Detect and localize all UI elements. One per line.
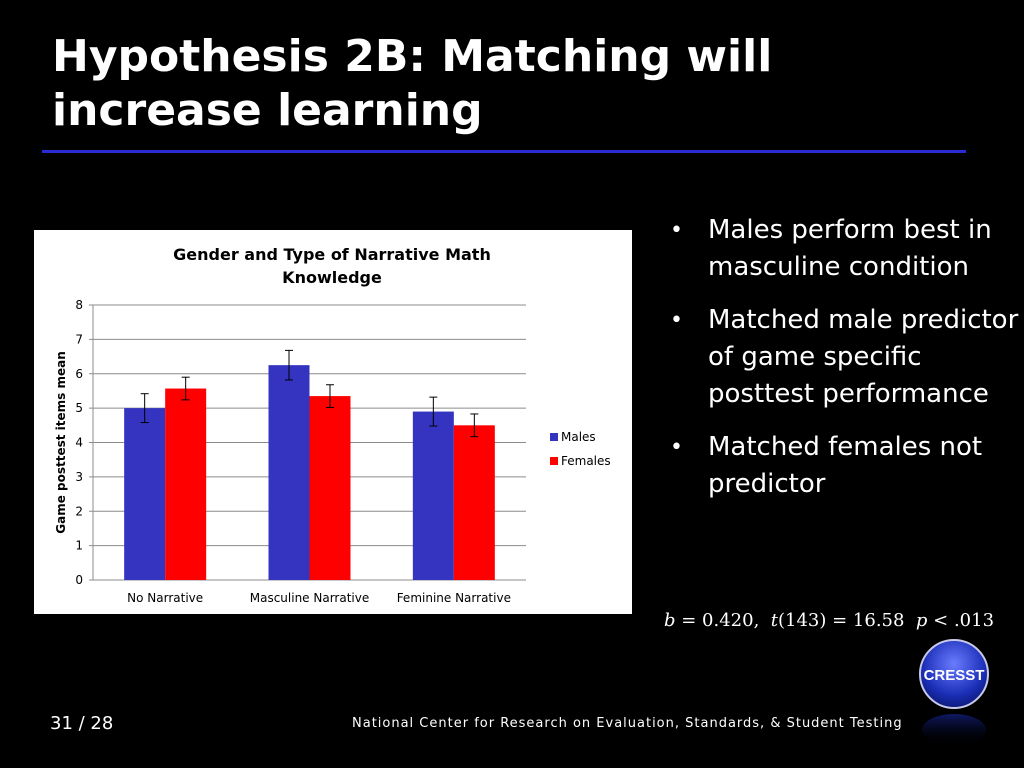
x-tick-label: No Narrative <box>127 591 203 605</box>
bullet-item-2: • Matched male predictor of game specific… <box>668 302 1024 413</box>
bullet-list: • Males perform best in masculine conditi… <box>668 212 1024 519</box>
x-tick-label: Masculine Narrative <box>250 591 370 605</box>
bar-males-1 <box>124 408 166 580</box>
bar-females-3 <box>453 425 495 580</box>
legend-label-males: Males <box>561 430 596 444</box>
y-tick-label: 2 <box>75 504 83 518</box>
y-tick-label: 3 <box>75 470 83 484</box>
page-number: 31 / 28 <box>50 713 114 734</box>
chart-panel: Gender and Type of Narrative Math Knowled… <box>34 230 632 614</box>
stat-p-label: p <box>915 610 928 631</box>
bar-chart: Gender and Type of Narrative Math Knowled… <box>54 245 611 605</box>
y-tick-label: 0 <box>75 573 83 587</box>
bullet-text: Matched females not predictor <box>708 432 983 499</box>
footer-text: National Center for Research on Evaluati… <box>352 716 903 731</box>
bullet-icon: • <box>670 435 683 460</box>
legend-label-females: Females <box>561 454 611 468</box>
y-tick-label: 4 <box>75 436 83 450</box>
bullet-icon: • <box>670 218 683 243</box>
bar-males-2 <box>268 365 310 580</box>
stat-b-label: b <box>664 610 676 631</box>
y-tick-label: 6 <box>75 367 83 381</box>
y-tick-label: 8 <box>75 298 83 312</box>
bar-females-2 <box>309 396 351 580</box>
bar-males-3 <box>412 411 454 580</box>
stat-p-value: < .013 <box>927 610 995 631</box>
stat-t-value: (143) = 16.58 <box>778 610 916 631</box>
stat-t-label: t <box>770 610 778 631</box>
y-tick-label: 7 <box>75 332 83 346</box>
bullet-item-3: • Matched females not predictor <box>668 429 1024 503</box>
y-tick-label: 5 <box>75 401 83 415</box>
chart-title-line-1: Gender and Type of Narrative Math <box>173 245 491 264</box>
statistics-line: b = 0.420, t(143) = 16.58 p < .013 <box>664 610 1014 631</box>
bar-females-1 <box>165 388 207 580</box>
bullet-item-1: • Males perform best in masculine conditi… <box>668 212 1024 286</box>
stat-b-value: = 0.420, <box>675 610 771 631</box>
bullet-icon: • <box>670 308 683 333</box>
cresst-logo: CRESST <box>919 639 989 746</box>
y-axis-label: Game posttest items mean <box>54 351 68 534</box>
title-underline <box>42 150 966 153</box>
legend-swatch-males <box>550 433 558 441</box>
bullet-text: Matched male predictor of game specific … <box>708 305 1019 409</box>
x-tick-label: Feminine Narrative <box>397 591 511 605</box>
bullet-text: Males perform best in masculine conditio… <box>708 215 992 282</box>
logo-text: CRESST <box>924 667 985 684</box>
chart-title-line-2: Knowledge <box>282 268 382 287</box>
legend-swatch-females <box>550 457 558 465</box>
slide-title: Hypothesis 2B: Matching will increase le… <box>52 31 773 136</box>
y-tick-label: 1 <box>75 539 83 553</box>
